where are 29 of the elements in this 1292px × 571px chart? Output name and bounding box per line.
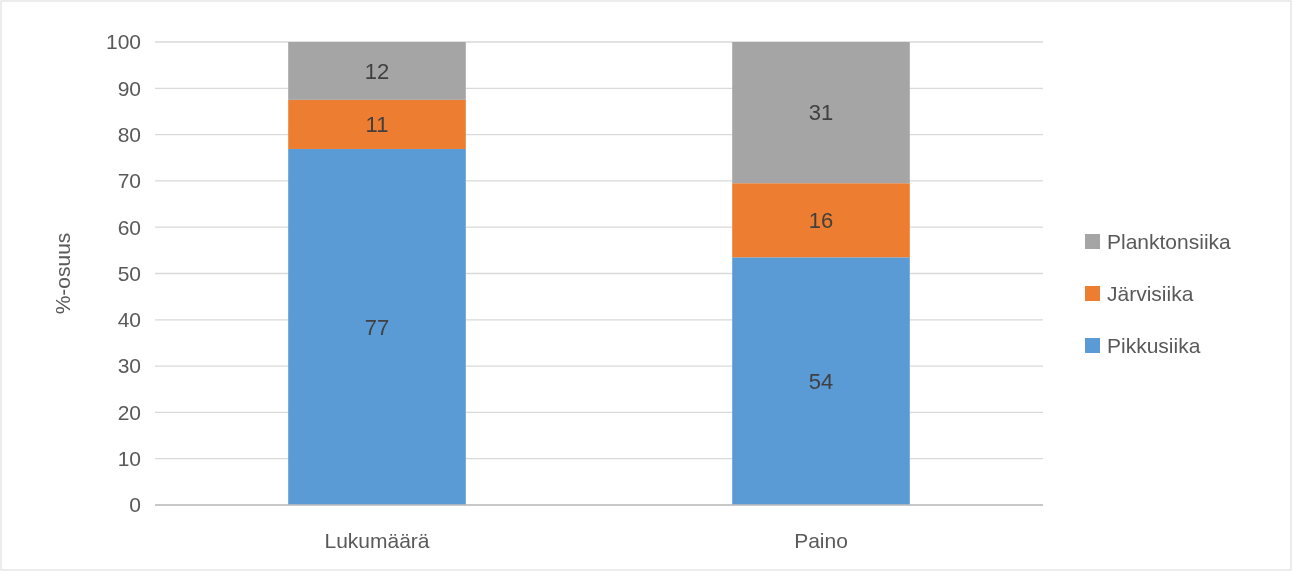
y-tick-label: 60 xyxy=(117,215,141,239)
y-tick-label: 50 xyxy=(117,261,141,285)
bar xyxy=(732,257,910,505)
y-tick-label: 70 xyxy=(117,169,141,193)
data-label: 12 xyxy=(364,58,390,84)
legend-label: Järvisiika xyxy=(1107,282,1194,306)
data-label: 11 xyxy=(365,112,389,138)
y-tick-label: 0 xyxy=(129,493,141,517)
y-tick-label: 90 xyxy=(117,76,141,100)
y-tick-label: 100 xyxy=(105,30,141,54)
bar xyxy=(732,183,910,258)
legend-label: Planktonsiika xyxy=(1107,230,1232,254)
data-label: 31 xyxy=(808,100,834,126)
y-tick-label: 10 xyxy=(117,447,141,471)
legend-label: Pikkusiika xyxy=(1107,334,1201,358)
data-label: 54 xyxy=(808,368,834,394)
y-tick-label: 20 xyxy=(117,400,141,424)
x-tick-label: Lukumäärä xyxy=(324,529,430,552)
y-tick-label: 30 xyxy=(117,354,141,378)
y-tick-label: 80 xyxy=(117,122,141,146)
x-tick-label: Paino xyxy=(794,529,848,552)
data-label: 77 xyxy=(364,314,390,340)
data-label: 16 xyxy=(808,207,834,233)
y-tick-label: 40 xyxy=(117,308,141,332)
bar xyxy=(732,42,910,184)
y-axis-title: %-osuus xyxy=(51,232,74,315)
bar xyxy=(288,42,466,100)
bar xyxy=(288,148,466,505)
bar xyxy=(288,99,466,149)
